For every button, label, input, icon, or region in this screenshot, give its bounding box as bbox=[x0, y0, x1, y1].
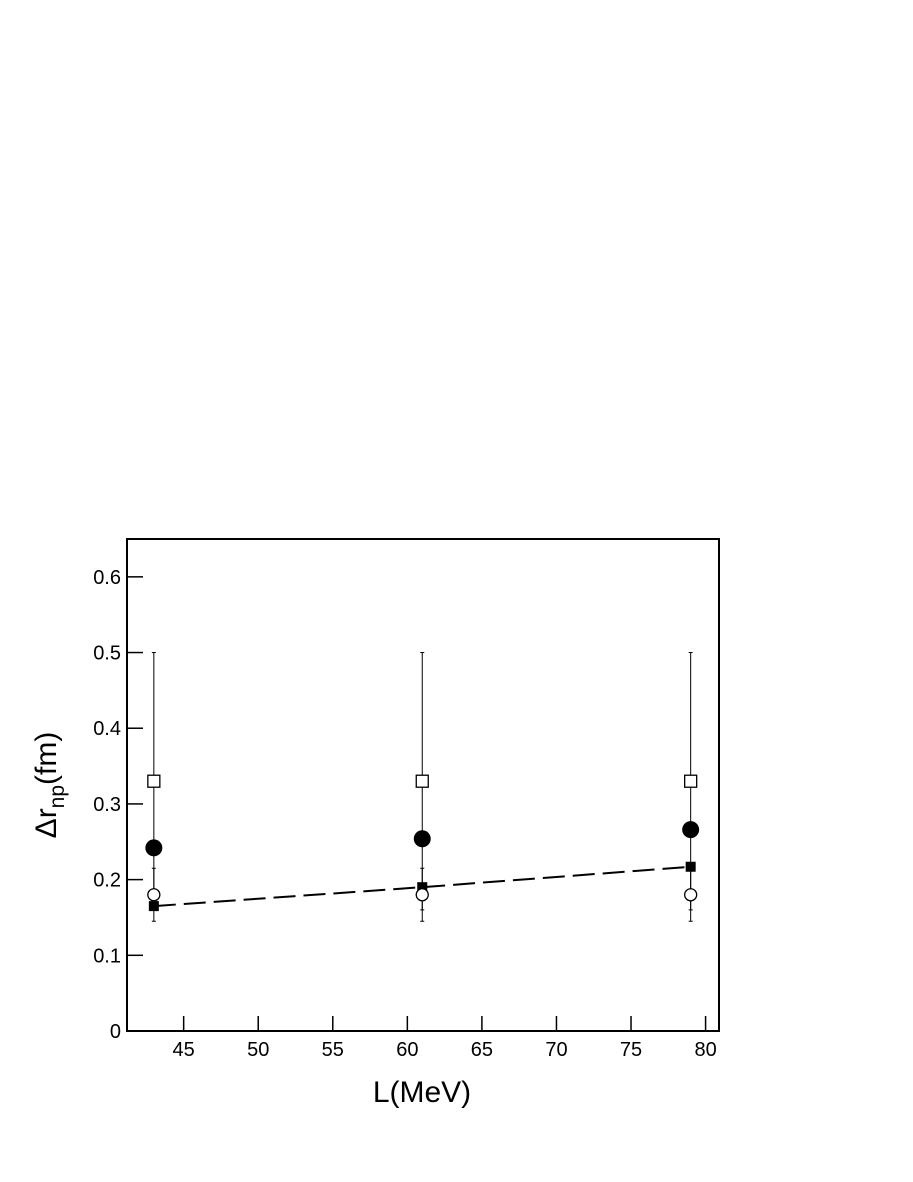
x-tick-label: 75 bbox=[620, 1039, 642, 1061]
x-axis-label: L(MeV) bbox=[373, 1076, 471, 1109]
marker bbox=[682, 821, 700, 839]
marker bbox=[684, 774, 698, 788]
marker bbox=[685, 861, 696, 872]
y-tick-label: 0.6 bbox=[93, 567, 121, 589]
y-tick-label: 0.5 bbox=[93, 643, 121, 665]
x-tick-label: 55 bbox=[322, 1039, 344, 1061]
y-tick-label: 0.3 bbox=[93, 794, 121, 816]
x-tick-label: 80 bbox=[694, 1039, 716, 1061]
y-label-main: Δr bbox=[30, 808, 63, 838]
marker bbox=[684, 888, 698, 902]
marker bbox=[413, 830, 431, 848]
y-axis-label: Δrnp(fm) bbox=[30, 732, 69, 839]
x-tick-label: 60 bbox=[396, 1039, 418, 1061]
y-tick-label: 0 bbox=[110, 1021, 121, 1043]
marker bbox=[148, 901, 159, 912]
x-tick-label: 45 bbox=[173, 1039, 195, 1061]
marker bbox=[417, 882, 428, 893]
marker bbox=[415, 774, 429, 788]
y-label-sub: np bbox=[46, 785, 69, 808]
marker bbox=[147, 774, 161, 788]
plot-frame bbox=[126, 538, 720, 1032]
x-tick-label: 50 bbox=[247, 1039, 269, 1061]
x-tick-label: 70 bbox=[545, 1039, 567, 1061]
marker bbox=[147, 888, 161, 902]
y-tick-label: 0.2 bbox=[93, 870, 121, 892]
y-label-unit: (fm) bbox=[30, 732, 63, 785]
marker bbox=[145, 839, 163, 857]
marker bbox=[415, 888, 429, 902]
x-tick-label: 65 bbox=[471, 1039, 493, 1061]
y-tick-label: 0.4 bbox=[93, 718, 121, 740]
y-tick-label: 0.1 bbox=[93, 945, 121, 967]
